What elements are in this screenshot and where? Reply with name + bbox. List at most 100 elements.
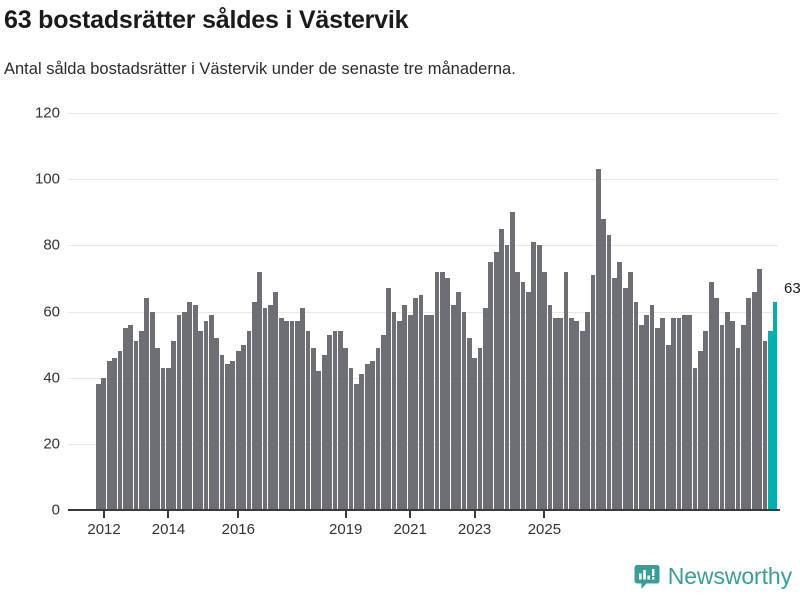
bar[interactable] bbox=[714, 298, 719, 510]
bar[interactable] bbox=[698, 351, 703, 510]
bar[interactable] bbox=[703, 331, 709, 510]
bar[interactable] bbox=[106, 361, 112, 510]
bar[interactable] bbox=[122, 328, 128, 510]
bar[interactable] bbox=[676, 318, 682, 510]
bar[interactable] bbox=[590, 275, 596, 510]
bar[interactable] bbox=[569, 318, 574, 510]
bar[interactable] bbox=[332, 331, 338, 510]
bar[interactable] bbox=[262, 308, 268, 510]
bar[interactable] bbox=[542, 271, 547, 510]
bar[interactable] bbox=[407, 314, 413, 510]
bar[interactable] bbox=[671, 318, 676, 510]
bar[interactable] bbox=[660, 318, 666, 510]
bar[interactable] bbox=[585, 311, 590, 510]
bar[interactable] bbox=[128, 324, 134, 510]
bar[interactable] bbox=[552, 318, 558, 510]
bar[interactable] bbox=[316, 371, 322, 510]
bar[interactable] bbox=[692, 367, 698, 510]
bar[interactable] bbox=[547, 304, 553, 510]
bar[interactable] bbox=[649, 304, 655, 510]
bar[interactable] bbox=[515, 271, 521, 510]
bar[interactable] bbox=[96, 384, 101, 510]
bar[interactable] bbox=[176, 314, 182, 510]
bar[interactable] bbox=[488, 261, 494, 510]
bar[interactable] bbox=[305, 331, 311, 510]
bar[interactable] bbox=[144, 298, 150, 510]
bar[interactable] bbox=[741, 324, 746, 510]
bar[interactable] bbox=[531, 242, 537, 510]
bar[interactable] bbox=[391, 311, 397, 510]
bar[interactable] bbox=[402, 304, 408, 510]
bar[interactable] bbox=[139, 331, 144, 510]
newsworthy-logo[interactable]: Newsworthy bbox=[634, 563, 792, 590]
bar[interactable] bbox=[601, 218, 607, 510]
bar[interactable] bbox=[638, 324, 644, 510]
bar[interactable] bbox=[230, 361, 236, 510]
bar[interactable] bbox=[214, 337, 220, 510]
bar[interactable] bbox=[149, 311, 155, 510]
bar[interactable] bbox=[472, 357, 478, 510]
bar[interactable] bbox=[423, 314, 429, 510]
bar[interactable] bbox=[112, 357, 117, 510]
bar[interactable] bbox=[251, 301, 257, 510]
bar[interactable] bbox=[359, 374, 365, 510]
bar[interactable] bbox=[579, 331, 585, 510]
bar[interactable] bbox=[192, 304, 198, 510]
bar[interactable] bbox=[101, 377, 107, 510]
bar[interactable] bbox=[483, 308, 488, 510]
bar[interactable] bbox=[203, 321, 209, 510]
bar[interactable] bbox=[762, 341, 768, 510]
bar[interactable] bbox=[724, 311, 730, 510]
bar[interactable] bbox=[708, 281, 714, 510]
bar[interactable] bbox=[434, 271, 440, 510]
bar[interactable] bbox=[397, 321, 402, 510]
bar[interactable] bbox=[380, 334, 386, 510]
bar[interactable] bbox=[622, 288, 628, 510]
bar[interactable] bbox=[182, 311, 187, 510]
bar[interactable] bbox=[655, 328, 660, 510]
bar[interactable] bbox=[499, 228, 504, 510]
bar[interactable] bbox=[370, 361, 375, 510]
bar[interactable] bbox=[440, 271, 445, 510]
bar[interactable] bbox=[235, 351, 241, 510]
bar[interactable] bbox=[246, 331, 252, 510]
bar[interactable] bbox=[278, 318, 284, 510]
bar[interactable] bbox=[558, 318, 564, 510]
bar[interactable] bbox=[187, 301, 193, 510]
bar[interactable] bbox=[719, 324, 725, 510]
bar[interactable] bbox=[493, 251, 499, 510]
bar[interactable] bbox=[757, 268, 762, 510]
bar[interactable] bbox=[563, 271, 569, 510]
bar[interactable] bbox=[386, 288, 392, 510]
bar[interactable] bbox=[687, 314, 693, 510]
bar[interactable] bbox=[526, 291, 531, 510]
bar[interactable] bbox=[536, 245, 542, 510]
bar[interactable] bbox=[456, 291, 461, 510]
bar[interactable] bbox=[348, 367, 354, 510]
bar[interactable] bbox=[606, 235, 612, 510]
bar[interactable] bbox=[284, 321, 289, 510]
bar[interactable] bbox=[354, 384, 359, 510]
bar[interactable] bbox=[241, 344, 246, 510]
bar[interactable] bbox=[681, 314, 687, 510]
bar[interactable] bbox=[574, 321, 580, 510]
bar[interactable] bbox=[772, 301, 778, 510]
bar[interactable] bbox=[160, 367, 166, 510]
bar[interactable] bbox=[751, 291, 757, 510]
bar[interactable] bbox=[133, 341, 139, 510]
bar[interactable] bbox=[364, 364, 370, 510]
bar[interactable] bbox=[520, 281, 526, 510]
bar[interactable] bbox=[633, 301, 639, 510]
bar[interactable] bbox=[477, 347, 483, 510]
bar[interactable] bbox=[289, 321, 295, 510]
bar[interactable] bbox=[311, 347, 316, 510]
bar[interactable] bbox=[208, 314, 214, 510]
bar[interactable] bbox=[327, 334, 332, 510]
bar[interactable] bbox=[617, 261, 623, 510]
bar[interactable] bbox=[268, 304, 273, 510]
bar[interactable] bbox=[746, 298, 752, 510]
bar[interactable] bbox=[665, 344, 671, 510]
bar[interactable] bbox=[767, 331, 773, 510]
bar[interactable] bbox=[466, 337, 472, 510]
bar[interactable] bbox=[644, 314, 650, 510]
